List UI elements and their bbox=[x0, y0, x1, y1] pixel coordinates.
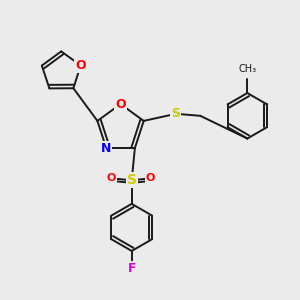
Text: O: O bbox=[106, 173, 116, 183]
Text: F: F bbox=[128, 262, 136, 275]
Text: O: O bbox=[115, 98, 126, 111]
Text: CH₃: CH₃ bbox=[238, 64, 256, 74]
Text: O: O bbox=[146, 173, 155, 183]
Text: O: O bbox=[75, 59, 86, 72]
Text: S: S bbox=[171, 107, 180, 120]
Text: N: N bbox=[101, 142, 111, 154]
Text: S: S bbox=[127, 173, 137, 187]
